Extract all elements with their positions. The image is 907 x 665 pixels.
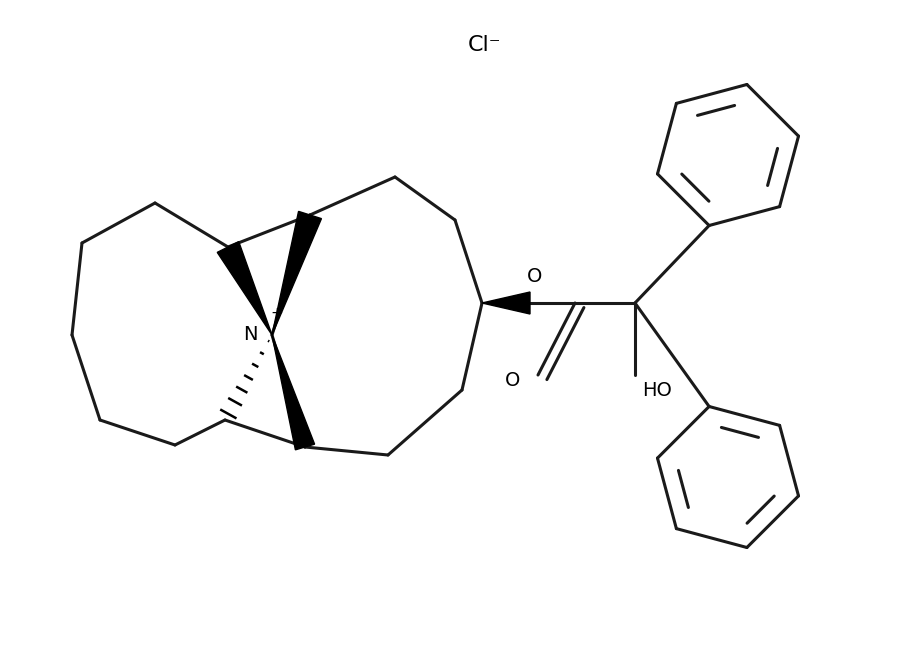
Text: Cl⁻: Cl⁻ <box>468 35 502 55</box>
Polygon shape <box>272 335 315 450</box>
Text: +: + <box>270 305 283 321</box>
Polygon shape <box>272 211 321 335</box>
Text: HO: HO <box>642 381 672 400</box>
Polygon shape <box>218 241 272 335</box>
Polygon shape <box>482 292 530 314</box>
Text: O: O <box>504 372 520 390</box>
Text: O: O <box>527 267 542 286</box>
Text: N: N <box>243 325 258 344</box>
